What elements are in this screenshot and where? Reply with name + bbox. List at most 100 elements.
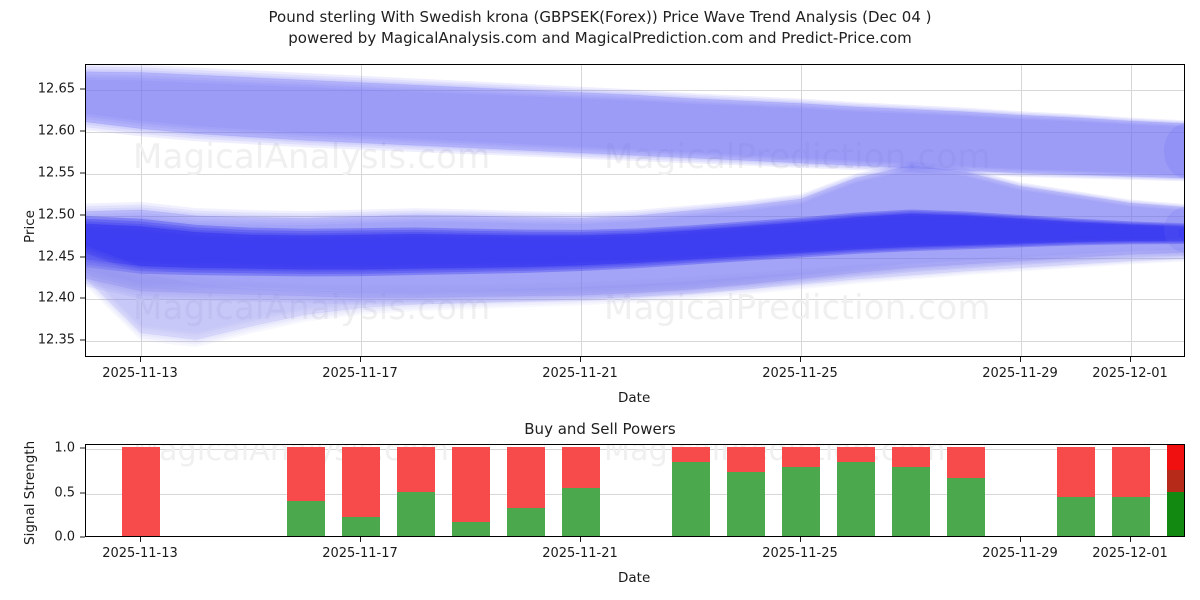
price-x-tick-label: 2025-11-13 [102,366,178,381]
sell-power-segment [122,447,160,536]
power-bar[interactable] [287,445,325,536]
wave-band-layer [86,74,1184,180]
price-y-tick-mark [80,339,85,341]
price-y-tick-mark [80,172,85,174]
power-x-tick-label: 2025-11-21 [542,546,618,561]
price-y-tick-label: 12.40 [37,290,75,306]
price-x-tick-mark [1130,357,1131,362]
power-y-tick-label: 1.0 [54,440,75,456]
power-bar[interactable] [1112,445,1150,536]
buy-power-segment [562,488,600,536]
power-bar[interactable] [782,445,820,536]
price-x-tick-label: 2025-11-29 [982,366,1058,381]
title-line-primary: Pound sterling With Swedish krona (GBPSE… [268,8,932,26]
price-wave-panel: Price 12.35 12.40 12.45 12.50 12.55 12.60 12.6… [22,64,1185,406]
price-x-tick-mark [360,357,361,362]
price-vgridline [361,65,362,356]
page-title: Pound sterling With Swedish krona (GBPSE… [0,7,1200,49]
power-y-tick-mark [80,492,85,494]
power-bar[interactable] [397,445,435,536]
power-plot-area: MagicalAnalysis.com MagicalPrediction.co… [85,444,1185,537]
power-y-tick-label: 0.0 [54,529,75,545]
price-x-tick-label: 2025-11-21 [542,366,618,381]
power-bar[interactable] [947,445,985,536]
wave-band [86,71,1184,179]
wave-band-layer [86,254,1184,348]
price-x-tick-mark [800,357,801,362]
price-y-tick-label: 12.50 [37,207,75,223]
power-bar[interactable] [452,445,490,536]
buy-power-segment [452,521,490,536]
buy-power-segment [782,466,820,536]
power-x-tick-label: 2025-12-01 [1092,546,1168,561]
wave-band-layer [86,249,1184,338]
buy-power-segment [837,461,875,536]
power-x-tick-mark [580,537,581,542]
buy-power-segment [287,501,325,536]
title-line-secondary: powered by MagicalAnalysis.com and Magic… [288,29,912,47]
power-x-tick-label: 2025-11-13 [102,546,178,561]
buy-power-segment [397,491,435,536]
power-y-tick-mark [80,447,85,449]
wave-band-cap [1164,207,1184,253]
price-wave-bands [86,65,1184,356]
price-x-tick-mark [140,357,141,362]
power-x-tick-mark [1130,537,1131,542]
price-y-tick-label: 12.65 [37,81,75,97]
price-gridline [86,131,1184,133]
buy-sell-title: Buy and Sell Powers [524,420,676,438]
power-x-tick-label: 2025-11-25 [762,546,838,561]
power-bar[interactable] [507,445,545,536]
wave-band-layer [86,248,1184,335]
price-x-tick-label: 2025-12-01 [1092,366,1168,381]
price-gridline [86,173,1184,175]
wave-band-layer [86,79,1184,182]
buy-power-segment [507,507,545,536]
buy-power-segment [1112,497,1150,536]
power-x-tick-mark [360,537,361,542]
price-y-tick-mark [80,214,85,216]
wave-band-layer [86,71,1184,178]
power-x-tick-mark [800,537,801,542]
price-y-tick-mark [80,256,85,258]
buy-power-segment [947,477,985,536]
price-plot-area: MagicalAnalysis.com MagicalPrediction.co… [85,64,1185,357]
price-gridline [86,215,1184,217]
price-gridline [86,90,1184,92]
buy-power-segment [342,516,380,536]
wave-band-layer [86,252,1184,343]
power-bar[interactable] [122,445,160,536]
power-bar[interactable] [1167,445,1184,536]
wave-band-layer [86,245,1184,333]
buy-power-segment [892,466,930,536]
wave-band-cap [1182,251,1184,258]
sell-power-segment [452,447,490,536]
price-vgridline [1021,65,1022,356]
price-vgridline [581,65,582,356]
power-date-axis-label: Date [618,570,651,586]
wave-band-layer [86,69,1184,177]
price-y-tick-label: 12.60 [37,123,75,139]
price-date-axis-label: Date [618,390,651,406]
power-bar[interactable] [342,445,380,536]
price-x-tick-mark [580,357,581,362]
power-bar[interactable] [562,445,600,536]
price-gridline [86,299,1184,301]
power-x-tick-mark [1020,537,1021,542]
price-x-tick-mark [1020,357,1021,362]
power-bar[interactable] [672,445,710,536]
power-bar[interactable] [837,445,875,536]
power-bar[interactable] [1057,445,1095,536]
power-bar[interactable] [727,445,765,536]
price-y-tick-mark [80,297,85,299]
buy-power-segment [672,461,710,536]
wave-band-layer [86,253,1184,345]
power-y-tick-label: 0.5 [54,485,75,501]
power-x-tick-mark [140,537,141,542]
power-bar[interactable] [892,445,930,536]
signal-strength-axis-label: Signal Strength [22,440,38,545]
power-x-tick-label: 2025-11-17 [322,546,398,561]
wave-band [86,250,1184,341]
